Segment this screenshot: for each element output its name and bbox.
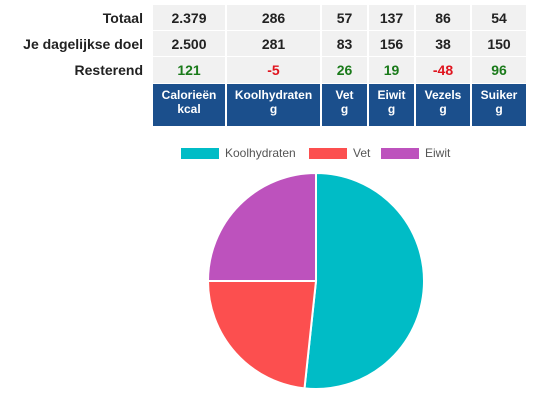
total-carbs: 286 xyxy=(227,5,320,30)
column-name: Vet xyxy=(335,88,354,102)
goal-carbs: 281 xyxy=(227,31,320,56)
remaining-fiber: -48 xyxy=(416,57,470,83)
nutrition-summary-table: Totaal 2.379 286 57 137 86 54 Je dagelij… xyxy=(0,4,528,127)
total-row: Totaal 2.379 286 57 137 86 54 xyxy=(2,5,526,30)
remaining-fat: 26 xyxy=(322,57,367,83)
column-header-carbs: Koolhydraten g xyxy=(227,84,320,126)
goal-fat: 83 xyxy=(322,31,367,56)
column-header-fiber: Vezels g xyxy=(416,84,470,126)
row-label-remaining: Resterend xyxy=(74,62,143,78)
legend-label: Eiwit xyxy=(425,146,451,160)
remaining-sugar: 96 xyxy=(472,57,526,83)
row-label-total: Totaal xyxy=(102,9,143,26)
column-unit: kcal xyxy=(177,102,201,116)
legend-label: Koolhydraten xyxy=(225,146,296,160)
macro-pie-chart xyxy=(206,171,425,390)
legend-label: Vet xyxy=(353,146,371,160)
column-unit: g xyxy=(495,102,503,116)
goal-fiber: 38 xyxy=(416,31,470,56)
goal-row: Je dagelijkse doel 2.500 281 83 156 38 1… xyxy=(2,31,526,56)
row-label-goal: Je dagelijkse doel xyxy=(23,35,143,52)
remaining-protein: 19 xyxy=(369,57,414,83)
remaining-carbs: -5 xyxy=(227,57,320,83)
column-unit: g xyxy=(439,102,447,116)
column-name: Calorieën xyxy=(161,88,217,102)
pie-slice-koolhydraten[interactable] xyxy=(303,171,425,390)
total-fiber: 86 xyxy=(416,5,470,30)
goal-sugar: 150 xyxy=(472,31,526,56)
remaining-row: Resterend 121 -5 26 19 -48 96 xyxy=(2,57,526,83)
column-header-protein: Eiwit g xyxy=(369,84,414,126)
pie-slice-vet[interactable] xyxy=(206,280,318,390)
column-unit: g xyxy=(387,102,396,116)
column-name: Eiwit xyxy=(377,88,406,102)
column-header-fat: Vet g xyxy=(322,84,367,126)
legend-swatch xyxy=(309,148,347,159)
total-calories: 2.379 xyxy=(153,5,225,30)
column-header-calories: Calorieën kcal xyxy=(153,84,225,126)
total-protein: 137 xyxy=(369,5,414,30)
column-name: Vezels xyxy=(424,88,462,102)
pie-slice-eiwit[interactable] xyxy=(206,171,317,282)
column-header-sugar: Suiker g xyxy=(472,84,526,126)
legend-swatch xyxy=(181,148,219,159)
column-name: Suiker xyxy=(480,88,518,102)
goal-calories: 2.500 xyxy=(153,31,225,56)
total-sugar: 54 xyxy=(472,5,526,30)
column-header-row: Calorieën kcal Koolhydraten g Vet g Eiwit g … xyxy=(2,84,526,126)
column-name: Koolhydraten xyxy=(234,88,313,102)
column-unit: g xyxy=(269,102,278,116)
column-unit: g xyxy=(340,102,349,116)
legend-swatch xyxy=(381,148,419,159)
total-fat: 57 xyxy=(322,5,367,30)
remaining-calories: 121 xyxy=(153,57,225,83)
goal-protein: 156 xyxy=(369,31,414,56)
header-spacer xyxy=(2,84,151,126)
